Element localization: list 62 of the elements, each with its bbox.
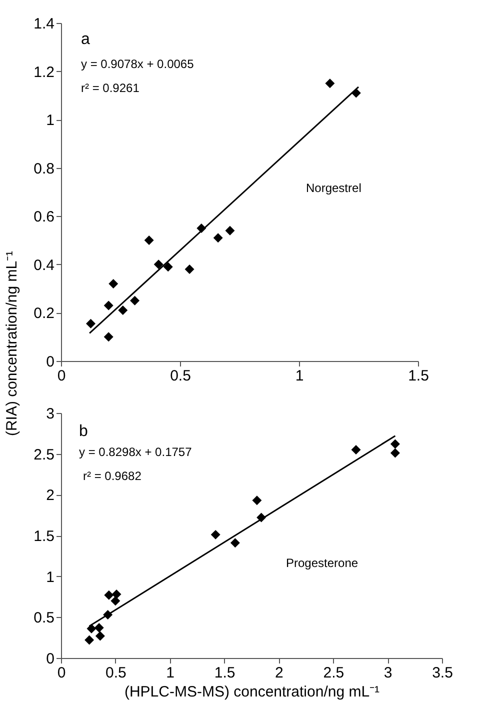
x-tick-label: 1 [166, 664, 175, 682]
y-tick-label: 0.8 [34, 160, 54, 178]
point [104, 332, 114, 342]
point [184, 264, 194, 274]
point [213, 233, 223, 243]
y-tick-label: 0 [46, 650, 54, 668]
x-tick-label: 2.5 [323, 664, 344, 682]
point [104, 590, 114, 600]
x-tick-label: 0 [57, 368, 66, 384]
point [108, 279, 118, 288]
y-tick-label: 0.2 [34, 305, 54, 322]
x-tick-label: 1 [295, 368, 304, 384]
y-tick-label: 1 [46, 112, 54, 130]
point [210, 530, 220, 540]
annotation: y = 0.9078x + 0.0065 [81, 57, 194, 71]
annotation: b [79, 423, 88, 440]
point [230, 538, 240, 548]
point [95, 631, 105, 641]
point [144, 236, 154, 246]
point [112, 590, 122, 600]
y-axis-title: (RIA) concentration/ng mL⁻¹ [4, 250, 20, 436]
point [154, 260, 164, 270]
x-tick-label: 3 [384, 664, 392, 682]
y-tick-label: 2 [46, 487, 54, 504]
annotation: r² = 0.9261 [81, 81, 140, 95]
x-tick-label: 0 [57, 664, 66, 682]
point [104, 300, 114, 310]
y-tick-label: 0.5 [34, 610, 54, 627]
y-tick-label: 2.5 [34, 446, 54, 464]
annotation: Norgestrel [306, 181, 362, 195]
y-tick-label: 0 [46, 354, 54, 370]
point [390, 448, 400, 458]
annotation: y = 0.8298x + 0.1757 [79, 445, 192, 459]
point [351, 445, 361, 454]
annotation: a [81, 31, 90, 48]
y-tick-label: 1.4 [34, 16, 54, 32]
x-tick-label: 0.5 [170, 368, 191, 384]
x-tick-label: 1.5 [408, 368, 429, 384]
point [86, 318, 96, 328]
point [252, 496, 262, 506]
x-tick-label: 3.5 [432, 664, 453, 682]
point [325, 78, 335, 88]
y-tick-label: 1 [46, 568, 54, 586]
point [118, 306, 128, 316]
annotation: r² = 0.9682 [83, 469, 142, 483]
x-tick-label: 0.5 [106, 664, 126, 682]
y-tick-label: 0.4 [34, 256, 54, 274]
y-tick-label: 3 [46, 406, 54, 422]
point [84, 635, 94, 645]
point [130, 296, 140, 306]
point [94, 623, 104, 633]
point [390, 439, 400, 449]
y-tick-label: 0.6 [34, 208, 54, 226]
y-tick-label: 1.5 [34, 528, 54, 545]
x-tick-label: 1.5 [214, 664, 236, 682]
point [225, 226, 235, 236]
point [163, 262, 173, 272]
x-axis-title: (HPLC-MS-MS) concentration/ng mL⁻¹ [124, 684, 380, 700]
annotation: Progesterone [286, 556, 358, 570]
y-tick-label: 1.2 [34, 64, 54, 81]
point [110, 596, 120, 606]
x-tick-label: 2 [275, 664, 284, 682]
